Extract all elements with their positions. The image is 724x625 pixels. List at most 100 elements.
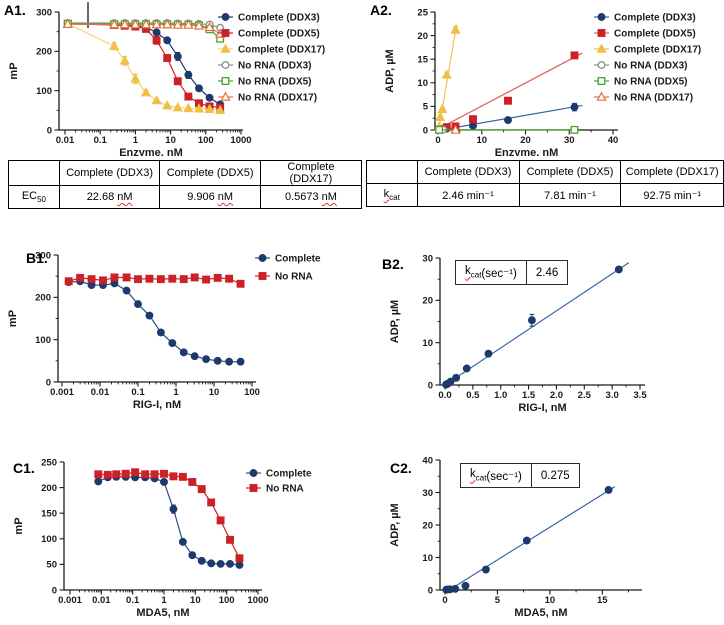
svg-text:15: 15 <box>417 55 428 66</box>
svg-text:Complete (DDX3): Complete (DDX3) <box>614 13 696 24</box>
kcat-row-label: kcat <box>366 183 418 207</box>
svg-text:No RNA (DDX17): No RNA (DDX17) <box>614 93 693 104</box>
svg-text:0: 0 <box>47 125 52 136</box>
svg-text:30: 30 <box>422 253 433 264</box>
chart-a2-adp-enzyme: 0 10 20 30 40 0 5 10 15 20 25 Enzyme, nM ADP, µM Comp… <box>362 0 724 161</box>
svg-text:10: 10 <box>545 595 556 606</box>
svg-text:0.1: 0.1 <box>131 387 145 398</box>
svg-text:50: 50 <box>46 560 57 571</box>
svg-text:mP: mP <box>7 310 19 327</box>
svg-text:Enzyme, nM: Enzyme, nM <box>495 147 559 156</box>
svg-text:20: 20 <box>422 296 433 307</box>
svg-text:200: 200 <box>41 483 57 494</box>
svg-text:1.5: 1.5 <box>522 390 536 401</box>
svg-text:10: 10 <box>422 338 433 349</box>
svg-text:40: 40 <box>422 455 433 466</box>
svg-text:250: 250 <box>41 457 57 468</box>
panel-c2: C2. 0 5 10 15 0 10 20 30 40 MDA5, nM ADP, µM kcat … <box>362 430 724 625</box>
svg-text:15: 15 <box>597 595 608 606</box>
svg-text:ADP, µM: ADP, µM <box>389 503 401 546</box>
svg-text:200: 200 <box>35 293 51 304</box>
svg-text:No RNA: No RNA <box>266 484 304 495</box>
svg-text:1000: 1000 <box>230 135 251 146</box>
ec50-row-label: EC50 <box>8 185 60 209</box>
svg-text:10: 10 <box>190 595 201 606</box>
svg-text:10: 10 <box>417 78 428 89</box>
panel-c2-label: C2. <box>390 460 412 476</box>
chart-c2-adp-mda5: 0 5 10 15 0 10 20 30 40 MDA5, nM ADP, µM <box>362 430 724 625</box>
kcat-table-header-ddx5: Complete (DDX5) <box>518 160 622 184</box>
table-row: Complete (DDX3) Complete (DDX5) Complete… <box>8 160 363 186</box>
svg-text:0: 0 <box>428 380 433 391</box>
svg-text:100: 100 <box>36 86 52 97</box>
svg-text:150: 150 <box>41 509 57 520</box>
svg-text:2.5: 2.5 <box>578 390 592 401</box>
svg-text:0: 0 <box>435 135 440 146</box>
svg-text:mP: mP <box>13 517 25 534</box>
panel-b1: B1. 0.001 0.01 0.1 1 10 100 0 100 200 300 RIG-I, n… <box>0 230 362 430</box>
svg-text:Complete (DDX17): Complete (DDX17) <box>614 45 701 56</box>
svg-text:0.001: 0.001 <box>50 387 74 398</box>
svg-text:5: 5 <box>495 595 501 606</box>
svg-text:ADP, µM: ADP, µM <box>389 300 401 343</box>
svg-text:RIG-I, nM: RIG-I, nM <box>518 402 566 414</box>
svg-text:0: 0 <box>52 585 57 596</box>
svg-text:mP: mP <box>8 62 20 79</box>
ec50-table-header-ddx3: Complete (DDX3) <box>58 160 161 186</box>
kcat-table: Complete (DDX3) Complete (DDX5) Complete… <box>366 160 724 207</box>
svg-text:Complete (DDX5): Complete (DDX5) <box>238 29 320 40</box>
svg-text:No RNA (DDX5): No RNA (DDX5) <box>238 77 312 88</box>
svg-text:1.0: 1.0 <box>494 390 507 401</box>
svg-text:100: 100 <box>41 534 57 545</box>
svg-text:200: 200 <box>36 47 52 58</box>
svg-text:300: 300 <box>36 7 52 18</box>
svg-text:1: 1 <box>173 387 179 398</box>
svg-text:No RNA (DDX17): No RNA (DDX17) <box>238 93 317 104</box>
chart-b2-adp-rigi: 0.0 0.5 1.0 1.5 2.0 2.5 3.0 3.5 0 10 20 30 RIG-I, nM… <box>362 230 724 431</box>
ec50-value-ddx17: 0.5673 nM <box>259 185 363 209</box>
svg-text:0: 0 <box>46 377 51 388</box>
svg-text:Complete (DDX5): Complete (DDX5) <box>614 29 696 40</box>
svg-text:0.01: 0.01 <box>56 135 75 146</box>
svg-text:0.0: 0.0 <box>438 390 451 401</box>
kcat-value-ddx17: 92.75 min⁻¹ <box>620 183 724 207</box>
svg-text:No RNA (DDX3): No RNA (DDX3) <box>238 61 312 72</box>
svg-text:10: 10 <box>209 387 220 398</box>
svg-text:1: 1 <box>133 135 139 146</box>
ec50-value-ddx5: 9.906 nM <box>159 185 261 209</box>
svg-text:MDA5, nM: MDA5, nM <box>514 607 567 619</box>
svg-text:10: 10 <box>165 135 176 146</box>
svg-text:0: 0 <box>428 585 433 596</box>
svg-text:0.1: 0.1 <box>94 135 108 146</box>
svg-text:3.5: 3.5 <box>633 390 647 401</box>
svg-text:0.01: 0.01 <box>91 387 110 398</box>
svg-text:ADP, µM: ADP, µM <box>384 49 396 92</box>
svg-text:300: 300 <box>35 250 51 261</box>
svg-text:RIG-I, nM: RIG-I, nM <box>133 399 181 411</box>
svg-text:No RNA (DDX5): No RNA (DDX5) <box>614 77 688 88</box>
ec50-table-header-ddx5: Complete (DDX5) <box>159 160 261 186</box>
svg-text:100: 100 <box>219 595 235 606</box>
svg-text:0: 0 <box>442 595 447 606</box>
kcat-inset-b2-value: 2.46 <box>535 266 559 279</box>
svg-text:10: 10 <box>422 553 433 564</box>
panel-b2: B2. 0.0 0.5 1.0 1.5 2.0 2.5 3.0 3.5 0 10 20 30 RIG-I… <box>362 230 724 430</box>
svg-text:Complete (DDX17): Complete (DDX17) <box>238 45 325 56</box>
panel-b1-label: B1. <box>26 250 48 266</box>
kcat-inset-c2: kcat (sec⁻¹) 0.275 <box>460 463 580 488</box>
svg-text:0.1: 0.1 <box>126 595 140 606</box>
chart-a1-fp-enzyme: 0.01 0.1 1 10 100 1000 0 100 200 300 Enzyme, nM mP C… <box>0 0 362 161</box>
table-row: kcat 2.46 min⁻¹ 7.81 min⁻¹ 92.75 min⁻¹ <box>366 183 724 207</box>
panel-a1-label: A1. <box>4 2 26 18</box>
kcat-inset-c2-label: kcat (sec⁻¹) <box>461 464 532 487</box>
svg-text:40: 40 <box>608 135 619 146</box>
svg-text:2.0: 2.0 <box>550 390 563 401</box>
svg-text:0.01: 0.01 <box>92 595 111 606</box>
svg-text:MDA5, nM: MDA5, nM <box>136 607 189 619</box>
svg-text:1000: 1000 <box>247 595 268 606</box>
svg-text:25: 25 <box>417 7 428 18</box>
svg-text:1: 1 <box>161 595 167 606</box>
panel-a1: A1. 0.01 0.1 1 10 100 1000 0 100 200 300 Enzyme, n… <box>0 0 363 230</box>
svg-text:10: 10 <box>476 135 487 146</box>
